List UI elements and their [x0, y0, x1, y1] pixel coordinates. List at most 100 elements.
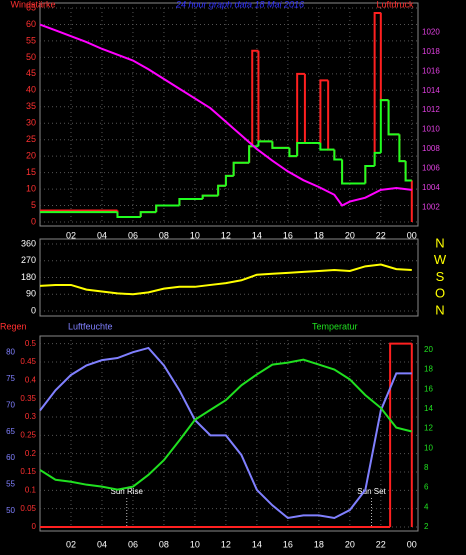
- y2-tick-label: 4: [424, 502, 429, 511]
- line: [39, 358, 413, 491]
- y-tick-label: 0.5: [25, 339, 37, 348]
- y2-label: Luftdruck: [376, 0, 414, 9]
- y2-tick-label: 1008: [422, 144, 440, 153]
- y2-tick-label: 16: [424, 384, 433, 393]
- step-segment: [364, 165, 375, 184]
- step-segment: [296, 141, 305, 157]
- y-tick-label: 0: [32, 522, 37, 531]
- y-tick-label: 55: [26, 35, 36, 45]
- x-tick-label: 16: [283, 539, 293, 549]
- x-tick-label: 08: [159, 539, 169, 549]
- y-label: Windstärke: [10, 0, 55, 9]
- x-tick-label: 02: [66, 230, 76, 240]
- x-tick-label: 06: [128, 230, 138, 240]
- y-tick-label: 5: [31, 200, 36, 210]
- step-segment: [155, 204, 180, 213]
- step-segment: [116, 212, 141, 219]
- y-tick-label: 50: [26, 52, 36, 62]
- y3-tick-label: 50: [6, 506, 15, 515]
- x-tick-label: 22: [376, 539, 386, 549]
- y-tick-label: 0.2: [25, 449, 37, 458]
- step-segment: [398, 134, 406, 163]
- step-segment: [373, 151, 381, 167]
- y2-tick-label: 14: [424, 404, 433, 413]
- step-segment: [232, 161, 250, 176]
- y3-tick-label: 80: [6, 347, 15, 356]
- chart-title: 24 hour graph data 18 Mai 2016: [175, 0, 304, 9]
- y-tick-label: 15: [26, 167, 36, 177]
- x-tick-label: 04: [97, 539, 107, 549]
- y-tick-label: 270: [21, 255, 36, 265]
- step-segment: [387, 100, 400, 136]
- y3-tick-label: 55: [6, 480, 15, 489]
- step-segment: [257, 50, 273, 143]
- y-tick-label: 0.3: [25, 412, 37, 421]
- step-segment: [257, 140, 273, 147]
- y3-tick-label: 60: [6, 453, 15, 462]
- y-tick-label: 0.15: [20, 467, 36, 476]
- y-tick-label: 90: [26, 289, 36, 299]
- x-tick-label: 20: [345, 230, 355, 240]
- step-segment: [139, 211, 157, 218]
- y2-tick-label: S: [436, 269, 445, 284]
- x-tick-label: 16: [283, 230, 293, 240]
- line: [39, 23, 412, 207]
- y3-tick-label: 70: [6, 400, 15, 409]
- step-segment: [333, 149, 343, 161]
- x-tick-label: 10: [190, 539, 200, 549]
- y-tick-label: 0.05: [20, 504, 36, 513]
- step-segment: [288, 147, 298, 158]
- x-tick-label: 20: [345, 539, 355, 549]
- y-tick-label: 20: [26, 151, 36, 161]
- x-tick-label: 18: [314, 230, 324, 240]
- y2-tick-label: 12: [424, 424, 433, 433]
- y2-tick-label: 1004: [422, 183, 440, 192]
- x-tick-label: 12: [221, 539, 231, 549]
- y-tick-label: 25: [26, 134, 36, 144]
- y-tick-label: 65: [26, 2, 36, 12]
- step-segment: [303, 73, 312, 144]
- step-segment: [341, 159, 350, 185]
- step-segment: [178, 197, 203, 206]
- x-tick-label: 02: [66, 539, 76, 549]
- step-segment: [232, 161, 250, 176]
- y-label: Regen: [0, 321, 27, 331]
- y2-tick-label: 1014: [422, 86, 440, 95]
- step-segment: [373, 11, 381, 167]
- step-segment: [389, 342, 412, 527]
- step-segment: [379, 12, 389, 102]
- y-tick-label: 0.35: [20, 394, 36, 403]
- y2-tick-label: 18: [424, 365, 433, 374]
- y-tick-label: 0: [31, 216, 36, 226]
- y-tick-label: 360: [21, 238, 36, 248]
- y2-tick-label: 6: [424, 483, 429, 492]
- y-tick-label: 30: [26, 118, 36, 128]
- y-tick-label: 0.45: [20, 357, 36, 366]
- step-segment: [201, 194, 219, 199]
- x-tick-label: 00: [407, 539, 417, 549]
- y3-tick-label: 65: [6, 427, 15, 436]
- step-segment: [271, 141, 290, 149]
- line: [39, 346, 412, 520]
- y-tick-label: 35: [26, 101, 36, 111]
- y-tick-label: 40: [26, 85, 36, 95]
- y-tick-label: 0.4: [25, 375, 37, 384]
- step-segment: [319, 142, 329, 151]
- step-segment: [251, 49, 259, 147]
- y2-tick-label: 20: [424, 345, 433, 354]
- y2-tick-label: 1010: [422, 125, 440, 134]
- x-tick-label: 04: [97, 230, 107, 240]
- y2-tick-label: 2: [424, 522, 429, 531]
- y2-tick-label: W: [434, 252, 447, 267]
- step-segment: [288, 147, 298, 158]
- plot-frame: [39, 2, 419, 227]
- step-segment: [327, 80, 335, 151]
- step-segment: [224, 174, 234, 186]
- step-segment: [341, 159, 350, 185]
- x-tick-label: 18: [314, 539, 324, 549]
- y3-label: Luftfeuchte: [68, 321, 113, 331]
- step-segment: [404, 161, 412, 182]
- y-tick-label: 0: [31, 305, 36, 315]
- y2-tick-label: 1012: [422, 105, 440, 114]
